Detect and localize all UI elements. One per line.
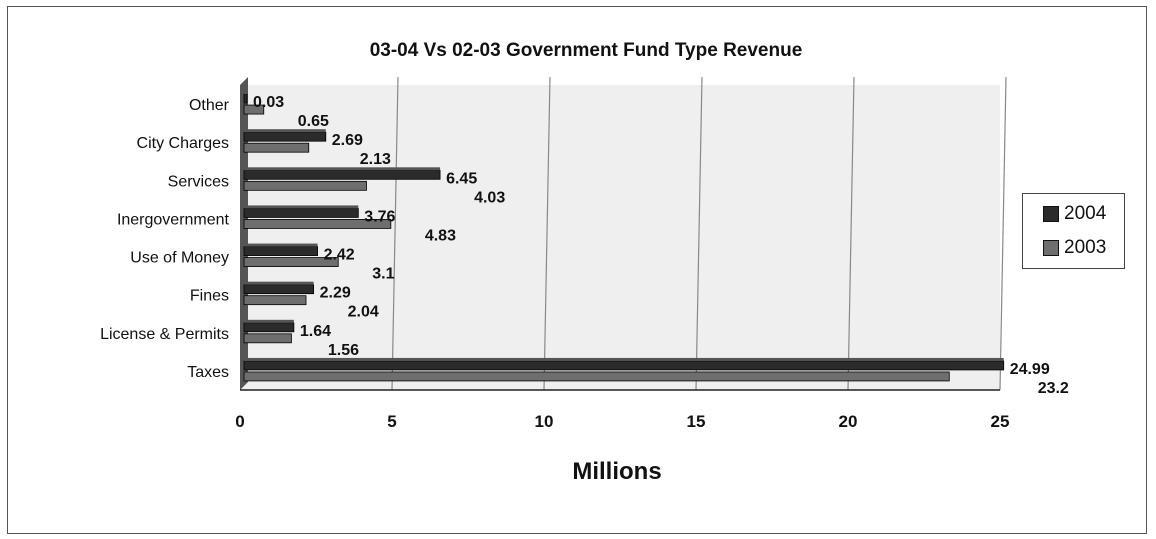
bar-2004 <box>243 93 248 104</box>
x-tick-label: 10 <box>535 412 554 431</box>
bar-2004 <box>243 360 1005 371</box>
x-tick-label: 15 <box>687 412 706 431</box>
data-label-2003: 2.04 <box>348 304 379 321</box>
legend: 2004 2003 <box>1022 193 1125 269</box>
gridline <box>999 76 1007 391</box>
x-tick-label: 5 <box>387 412 396 431</box>
bar-2003 <box>243 219 392 229</box>
data-label-2004: 0.03 <box>253 94 284 111</box>
data-label-2003: 4.83 <box>425 227 456 244</box>
y-category-label: Taxes <box>187 364 229 381</box>
bar-2003 <box>243 295 307 306</box>
y-category-label: Services <box>168 173 229 190</box>
bar-2003 <box>243 180 367 191</box>
legend-item-2003: 2003 <box>1023 234 1124 264</box>
bar-2004 <box>243 169 441 180</box>
data-label-2003: 4.03 <box>474 189 505 206</box>
bar-2004-top <box>244 243 318 247</box>
data-label-2004: 2.29 <box>320 285 351 302</box>
data-label-2003: 1.56 <box>328 342 359 359</box>
y-category-label: License & Permits <box>100 326 229 343</box>
bar-2003 <box>243 142 310 153</box>
bar-2003 <box>243 333 292 344</box>
bar-2004 <box>243 208 359 218</box>
bar-2004-top <box>244 281 314 285</box>
y-category-label: City Charges <box>137 135 229 152</box>
chart-title: 03-04 Vs 02-03 Government Fund Type Reve… <box>370 40 803 61</box>
bar-2004-top <box>244 357 1004 361</box>
legend-item-2004: 2004 <box>1023 200 1124 230</box>
bar-2004 <box>243 246 318 256</box>
bar-2004-top <box>244 129 326 133</box>
bar-2004-top <box>244 91 247 95</box>
bar-2003 <box>243 257 339 267</box>
x-axis-label: Millions <box>572 458 661 485</box>
bar-2003 <box>243 104 265 115</box>
gridline <box>847 76 855 391</box>
bar-2004-top <box>244 205 359 209</box>
y-category-label: Use of Money <box>130 250 229 267</box>
legend-label-2003: 2003 <box>1064 237 1107 258</box>
data-label-2004: 24.99 <box>1010 361 1050 378</box>
axis-wall <box>240 77 248 390</box>
bar-2004-top <box>244 167 441 171</box>
data-label-2004: 2.42 <box>324 247 355 264</box>
data-label-2004: 1.64 <box>300 323 331 340</box>
x-tick-label: 25 <box>991 412 1010 431</box>
legend-swatch-2004 <box>1043 206 1059 222</box>
gridline <box>543 76 551 391</box>
y-category-label: Fines <box>190 288 229 305</box>
x-tick-label: 20 <box>839 412 858 431</box>
bar-2004 <box>243 131 327 142</box>
y-category-label: Other <box>189 97 230 114</box>
data-label-2004: 6.45 <box>446 170 477 187</box>
x-tick-label: 0 <box>235 412 244 431</box>
bar-2004 <box>243 284 315 295</box>
data-label-2003: 3.1 <box>372 266 394 283</box>
y-category-label: Inergovernment <box>117 211 230 228</box>
legend-label-2004: 2004 <box>1064 203 1107 224</box>
bar-2004 <box>243 322 295 333</box>
gridline <box>695 76 703 391</box>
data-label-2003: 0.65 <box>298 113 329 130</box>
data-label-2003: 2.13 <box>360 151 391 168</box>
data-label-2003: 23.2 <box>1038 380 1069 397</box>
chart-frame <box>7 6 1147 534</box>
gridline <box>391 76 399 391</box>
bar-2003 <box>243 371 950 382</box>
legend-swatch-2003 <box>1043 240 1059 256</box>
data-label-2004: 2.69 <box>332 132 363 149</box>
data-label-2004: 3.76 <box>364 208 395 225</box>
bar-2004-top <box>244 319 294 323</box>
plot-area <box>240 85 1000 390</box>
